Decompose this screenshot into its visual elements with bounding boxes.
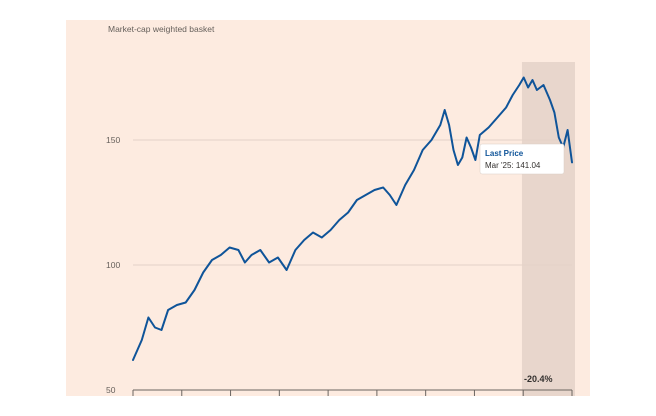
callout-text: Mar '25: 141.04 [485, 161, 541, 170]
shaded-region [521, 62, 575, 396]
chart-subtitle: Market-cap weighted basket [108, 24, 215, 34]
y-tick-label-100: 100 [106, 260, 120, 270]
series-line-0 [132, 76, 573, 361]
chart-panel: Market-cap weighted basket 50 100 150 Last… [66, 20, 590, 396]
callout-title: Last Price [485, 149, 524, 158]
y-tick-label-50: 50 [106, 385, 116, 395]
y-tick-label-150: 150 [106, 135, 120, 145]
line-chart: Market-cap weighted basket 50 100 150 Last… [106, 24, 575, 396]
callout-box [479, 143, 565, 175]
change-label: -20.4% [524, 374, 553, 384]
